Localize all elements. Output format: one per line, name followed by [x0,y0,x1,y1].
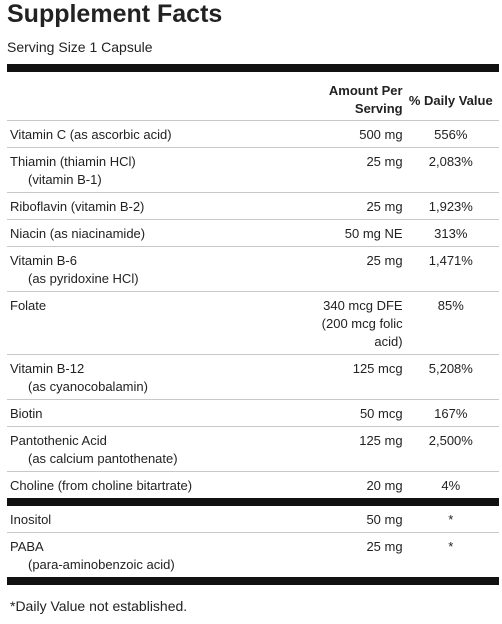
amount-value: 50 mg [366,512,403,527]
nutrient-source: (para-aminobenzoic acid) [28,557,175,572]
other-ingredient-list: Inositol 50 mg * PABA (para-aminobenzoic aci… [7,506,499,577]
nutrient-name-cell: Biotin [7,405,313,423]
nutrient-name: PABA [10,539,44,554]
supplement-facts-panel: Supplement Facts Serving Size 1 Capsule … [7,0,499,614]
nutrient-source: (as cyanocobalamin) [28,379,148,394]
amount-cell: 500 mg [313,126,402,144]
nutrient-name-cell: Niacin (as niacinamide) [7,225,313,243]
amount-cell: 20 mg [313,477,402,495]
nutrient-name-cell: PABA (para-aminobenzoic acid) [7,538,313,574]
nutrient-name: Niacin (as niacinamide) [10,226,146,241]
serving-size: Serving Size 1 Capsule [7,39,153,55]
nutrient-name-cell: Thiamin (thiamin HCl) (vitamin B-1) [7,153,313,189]
amount-cell: 25 mg [313,252,402,270]
amount-header-line2: Serving [354,101,403,116]
amount-cell: 50 mg NE [313,225,403,243]
nutrient-name-cell: Folate [7,297,313,315]
daily-value-cell: * [448,512,454,527]
amount-cell: 125 mcg [313,360,403,378]
nutrient-name: Inositol [10,512,52,527]
nutrient-row: PABA (para-aminobenzoic acid) 25 mg * [7,533,499,577]
daily-value-column-header: % Daily Value [408,93,493,108]
nutrient-list: Vitamin C (as ascorbic acid) 500 mg 556% Th… [7,121,499,498]
amount-value: 20 mg [366,478,403,493]
nutrient-name: Thiamin (thiamin HCl) [10,154,136,169]
amount-cell: 50 mg [313,511,402,529]
amount-value: 25 mg [366,154,403,169]
daily-value-cell: 167% [434,406,468,421]
nutrient-name: Vitamin C (as ascorbic acid) [10,127,172,142]
nutrient-source: (as calcium pantothenate) [28,451,178,466]
amount-value: 25 mg [366,539,403,554]
nutrient-name: Vitamin B-12 [10,361,85,376]
nutrient-name-cell: Pantothenic Acid (as calcium pantothenate… [7,432,313,468]
amount-value: 125 mg [359,433,403,448]
daily-value-cell: 85% [437,298,464,313]
nutrient-row: Vitamin B-12 (as cyanocobalamin) 125 mcg 5,… [7,355,499,400]
amount-cell: 50 mcg [313,405,403,423]
nutrient-source: (as pyridoxine HCl) [28,271,139,286]
nutrient-name-cell: Inositol [7,511,313,529]
nutrient-name: Biotin [10,406,43,421]
nutrient-row: Vitamin B-6 (as pyridoxine HCl) 25 mg 1,471… [7,247,499,292]
daily-value-cell: 1,471% [428,253,473,268]
nutrient-row: Inositol 50 mg * [7,506,499,533]
nutrient-name: Folate [10,298,47,313]
amount-value: 50 mg NE [344,226,403,241]
nutrient-row: Thiamin (thiamin HCl) (vitamin B-1) 25 mg 2… [7,148,499,193]
nutrient-source: (vitamin B-1) [28,172,102,187]
thick-divider-top [7,64,499,72]
nutrient-name: Choline (from choline bitartrate) [10,478,193,493]
nutrient-row: Vitamin C (as ascorbic acid) 500 mg 556% [7,121,499,148]
amount-value: (200 mcg folic [321,316,403,331]
nutrient-name-cell: Vitamin B-6 (as pyridoxine HCl) [7,252,313,288]
amount-value: 25 mg [366,199,403,214]
nutrient-name: Vitamin B-6 [10,253,77,268]
amount-cell: 25 mg [313,198,402,216]
thick-divider-bottom [7,577,499,585]
amount-cell: 25 mg [313,538,402,556]
amount-cell: 25 mg [313,153,402,171]
nutrient-name-cell: Choline (from choline bitartrate) [7,477,313,495]
amount-cell: 125 mg [313,432,402,450]
panel-title: Supplement Facts [7,0,223,28]
amount-cell: 340 mcg DFE (200 mcg folic acid) [313,297,403,351]
nutrient-row: Pantothenic Acid (as calcium pantothenate… [7,427,499,472]
nutrient-name: Riboflavin (vitamin B-2) [10,199,145,214]
nutrient-row: Niacin (as niacinamide) 50 mg NE 313% [7,220,499,247]
amount-column-header: Amount Per Serving [313,82,403,120]
column-header-row: Amount Per Serving % Daily Value [7,72,499,121]
nutrient-row: Folate 340 mcg DFE (200 mcg folic acid) 85% [7,292,499,355]
daily-value-cell: 313% [434,226,468,241]
daily-value-cell: 556% [434,127,468,142]
nutrient-row: Choline (from choline bitartrate) 20 mg 4% [7,472,499,498]
amount-header-line1: Amount Per [328,83,403,98]
daily-value-cell: 5,208% [428,361,473,376]
daily-value-cell: 2,500% [428,433,473,448]
nutrient-name-cell: Riboflavin (vitamin B-2) [7,198,313,216]
amount-value: 25 mg [366,253,403,268]
daily-value-cell: * [448,539,454,554]
nutrient-name-cell: Vitamin C (as ascorbic acid) [7,126,313,144]
amount-value: acid) [374,334,403,349]
daily-value-cell: 1,923% [428,199,473,214]
daily-value-cell: 4% [441,478,461,493]
nutrient-name: Pantothenic Acid [10,433,107,448]
nutrient-row: Riboflavin (vitamin B-2) 25 mg 1,923% [7,193,499,220]
amount-value: 125 mcg [352,361,403,376]
daily-value-cell: 2,083% [428,154,473,169]
footnote: *Daily Value not established. [10,598,188,614]
amount-value: 340 mcg DFE [323,298,403,313]
amount-value: 50 mcg [359,406,403,421]
amount-value: 500 mg [359,127,403,142]
nutrient-name-cell: Vitamin B-12 (as cyanocobalamin) [7,360,313,396]
thick-divider-middle [7,498,499,506]
nutrient-row: Biotin 50 mcg 167% [7,400,499,427]
